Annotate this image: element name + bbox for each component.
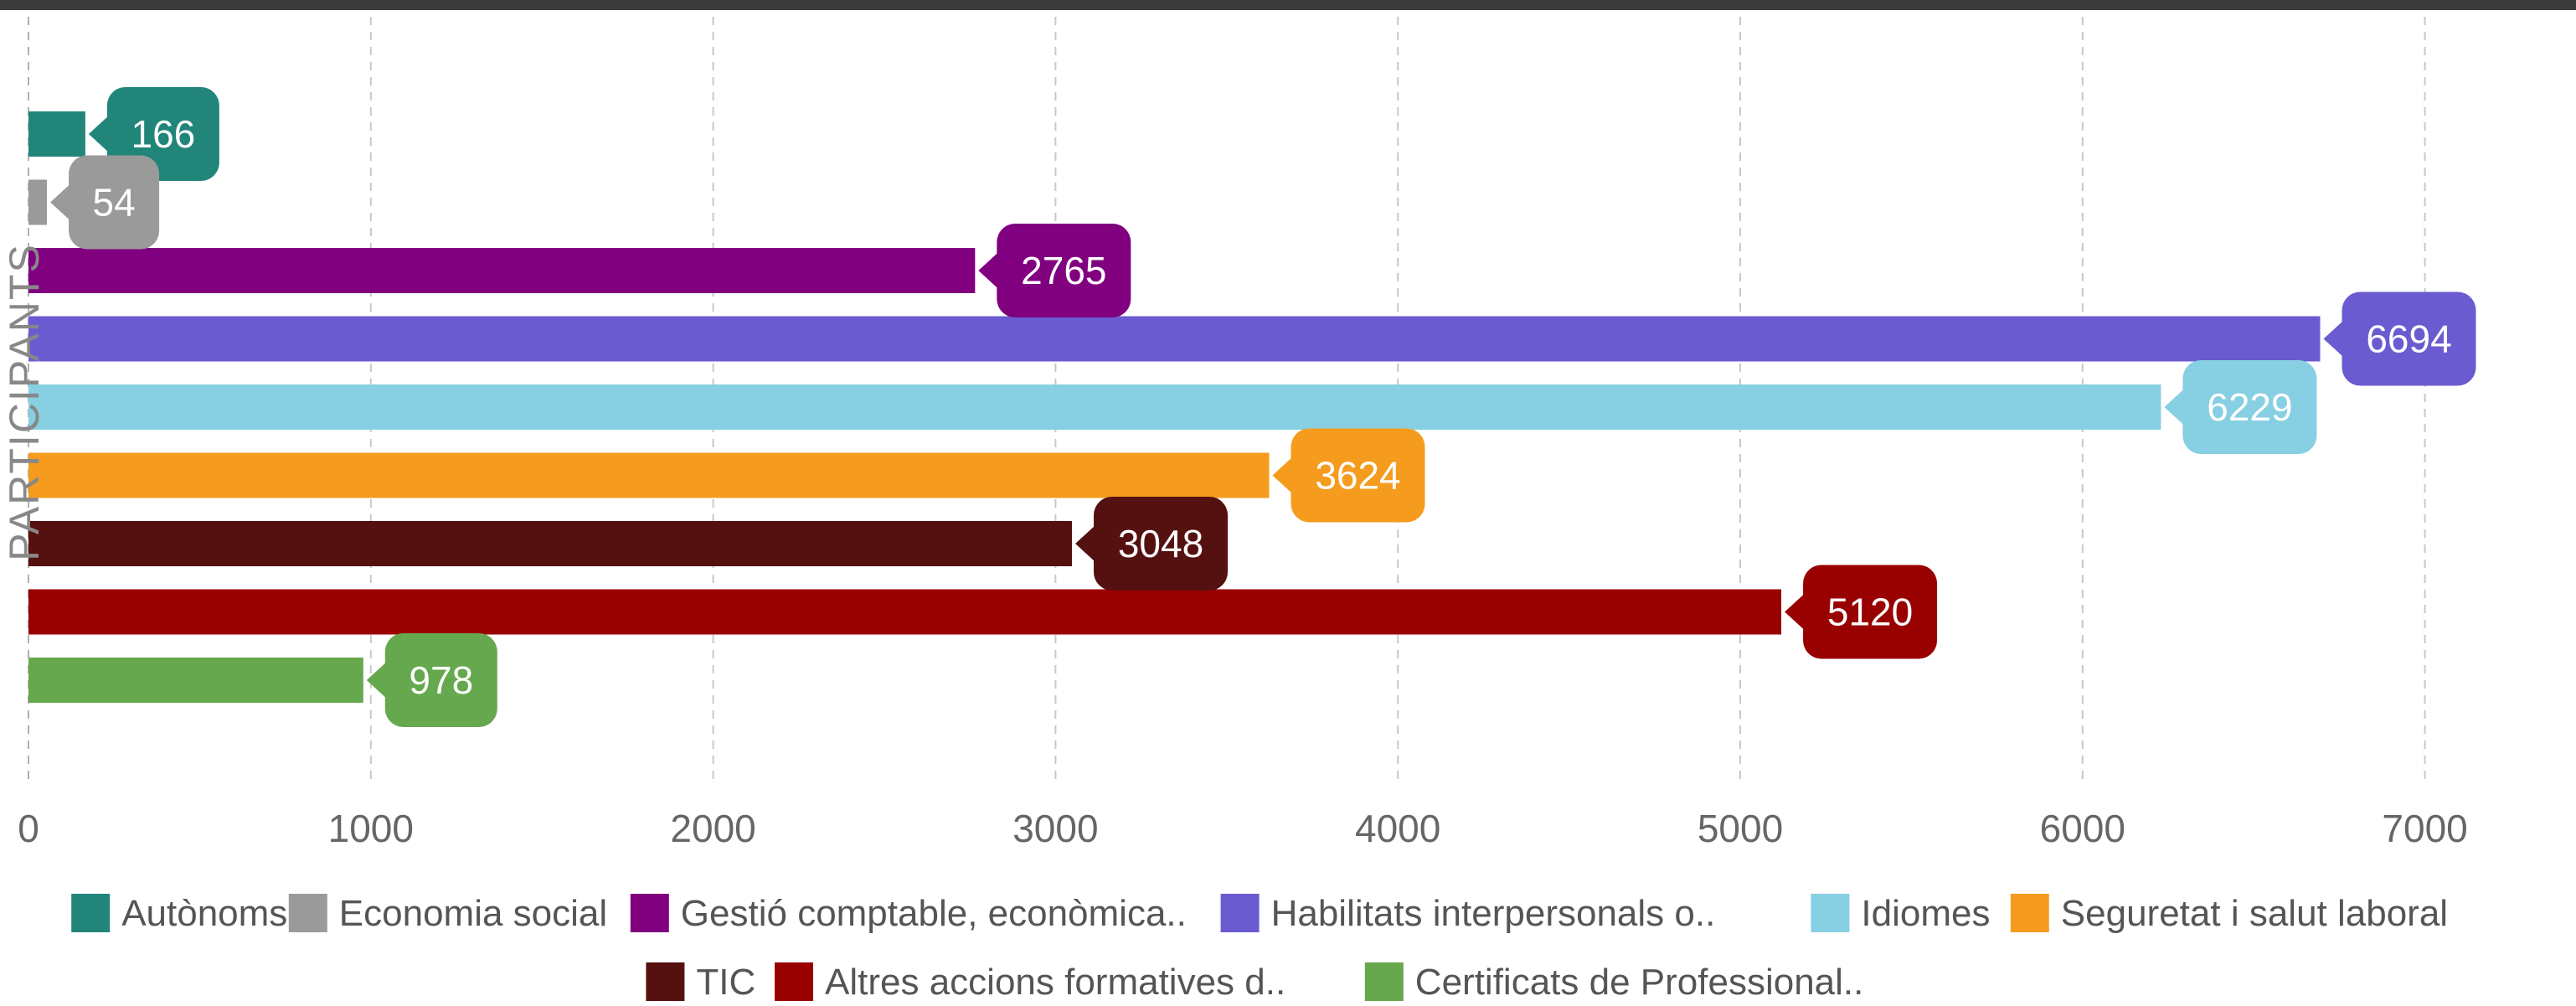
- legend-item: Seguretat i salut laboral: [2010, 893, 2448, 934]
- legend-label: Economia social: [339, 893, 607, 934]
- data-label: 978: [409, 658, 473, 702]
- data-label-callout: 2765: [978, 224, 1131, 317]
- legend-label: Altres accions formatives d..: [825, 962, 1285, 1003]
- data-label-callout: 978: [366, 633, 497, 727]
- legend-swatch: [1364, 962, 1404, 1001]
- x-axis-ticks: 0 1000 2000 3000 4000 5000 6000 7000: [18, 807, 2468, 850]
- data-labels: 166 54 2765 6694 6229 3624 3048 5120 978: [50, 87, 2476, 727]
- callout-box: [384, 633, 497, 727]
- legend-item: Economia social: [288, 893, 607, 934]
- bar: [28, 658, 363, 703]
- bar: [28, 521, 1073, 566]
- legend-item: Certificats de Professional..: [1364, 962, 1864, 1003]
- legend-label: Gestió comptable, econòmica..: [681, 893, 1187, 934]
- data-label-callout: 54: [50, 155, 160, 250]
- x-tick-label: 6000: [2040, 807, 2125, 850]
- legend: Autònoms Economia social Gestió comptable,…: [71, 893, 2448, 1003]
- x-tick-label: 4000: [1355, 807, 1440, 850]
- bar: [28, 316, 2321, 362]
- callout-box: [997, 224, 1131, 317]
- data-label: 3048: [1118, 522, 1203, 565]
- callout-pointer: [2323, 320, 2344, 358]
- callout-box: [2342, 291, 2476, 386]
- bar: [28, 248, 976, 293]
- callout-pointer: [1075, 525, 1096, 562]
- callout-box: [2182, 360, 2317, 454]
- callout-box: [69, 155, 160, 250]
- legend-swatch: [1811, 894, 1850, 932]
- legend-swatch: [288, 894, 327, 932]
- legend-label: Autònoms: [121, 893, 287, 934]
- legend-item: Idiomes: [1811, 893, 1990, 934]
- legend-label: Habilitats interpersonals o..: [1271, 893, 1716, 934]
- x-tick-label: 7000: [2382, 807, 2467, 850]
- legend-label: TIC: [696, 962, 755, 1003]
- legend-item: TIC: [646, 962, 755, 1003]
- legend-item: Autònoms: [71, 893, 287, 934]
- x-tick-label: 2000: [670, 807, 755, 850]
- callout-pointer: [88, 116, 109, 152]
- x-tick-label: 3000: [1012, 807, 1098, 850]
- bar: [28, 111, 85, 157]
- callout-pointer: [1785, 593, 1806, 631]
- legend-item: Habilitats interpersonals o..: [1220, 893, 1716, 934]
- legend-item: Gestió comptable, econòmica..: [630, 893, 1187, 934]
- callout-box: [1094, 497, 1229, 591]
- callout-pointer: [2164, 389, 2185, 426]
- y-axis-label: PARTICIPANTS: [1, 243, 48, 561]
- data-label: 3624: [1315, 454, 1400, 498]
- legend-swatch: [2010, 894, 2049, 932]
- data-label: 6229: [2207, 385, 2292, 429]
- callout-pointer: [50, 183, 71, 221]
- bar: [28, 452, 1270, 498]
- legend-swatch: [646, 962, 685, 1001]
- legend-label: Seguretat i salut laboral: [2061, 893, 2448, 934]
- bars: [28, 111, 2321, 703]
- callout-pointer: [366, 662, 387, 699]
- data-label: 6694: [2366, 317, 2451, 361]
- callout-pointer: [978, 252, 999, 289]
- data-label-callout: 5120: [1785, 565, 1938, 659]
- callout-box: [1803, 565, 1938, 659]
- data-label-callout: 6229: [2164, 360, 2317, 454]
- bar: [28, 589, 1782, 635]
- data-label: 54: [92, 181, 135, 224]
- bar: [28, 384, 2161, 430]
- x-tick-label: 5000: [1698, 807, 1783, 850]
- data-label-callout: 6694: [2323, 291, 2476, 386]
- data-label-callout: 3624: [1272, 428, 1425, 523]
- data-label: 5120: [1827, 591, 1913, 634]
- callout-box: [1291, 428, 1425, 523]
- data-label-callout: 3048: [1075, 497, 1229, 591]
- x-tick-label: 0: [18, 807, 39, 850]
- data-label: 166: [131, 112, 195, 156]
- legend-swatch: [1220, 894, 1260, 932]
- window-top-bar: [0, 0, 2576, 10]
- bar: [28, 179, 48, 225]
- legend-swatch: [71, 894, 111, 932]
- legend-item: Altres accions formatives d..: [775, 962, 1285, 1003]
- callout-pointer: [1272, 457, 1293, 494]
- x-tick-label: 1000: [328, 807, 414, 850]
- data-label: 2765: [1021, 249, 1106, 292]
- legend-label: Idiomes: [1861, 893, 1990, 934]
- legend-label: Certificats de Professional..: [1415, 962, 1864, 1003]
- legend-swatch: [630, 894, 669, 932]
- legend-swatch: [775, 962, 813, 1001]
